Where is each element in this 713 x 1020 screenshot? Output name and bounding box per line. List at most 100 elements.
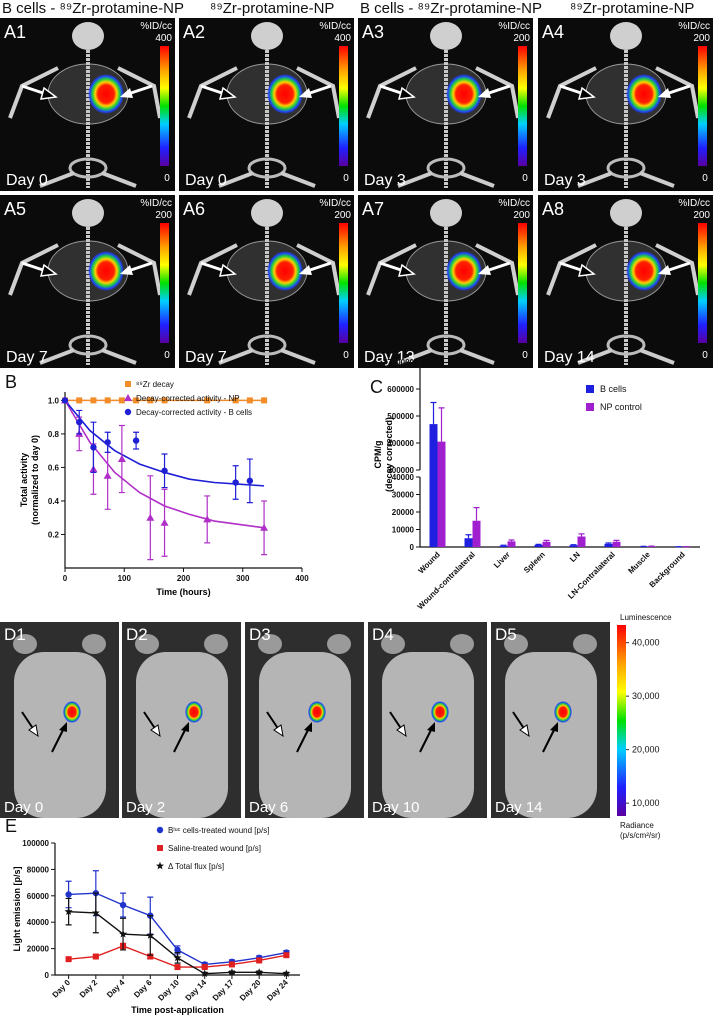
error-bar: [578, 533, 585, 537]
x-tick-label: Spleen: [522, 550, 547, 575]
y-tick-label: 400000: [387, 439, 414, 448]
colorbar-min: 0: [164, 350, 170, 361]
colorbar-unit: %ID/cc: [678, 198, 710, 209]
bar: [612, 541, 621, 547]
y-axis-title: (normalized to day 0): [30, 435, 40, 525]
colorbar-unit: %ID/cc: [140, 198, 172, 209]
marker: [125, 381, 131, 387]
marker: [92, 953, 99, 960]
marker: [119, 901, 127, 909]
bli-image: [0, 622, 119, 818]
colorbar: [518, 223, 527, 343]
panel-label: D4: [372, 625, 394, 644]
colorbar-unit: %ID/cc: [319, 21, 351, 32]
pet-image: [0, 18, 175, 191]
error-bar: [613, 539, 620, 542]
bli-image: [368, 622, 487, 818]
bar: [534, 544, 543, 547]
y-tick-label: 0.8: [48, 430, 60, 439]
marker: [104, 397, 111, 404]
bar: [499, 545, 508, 547]
panel-label: A4: [542, 22, 564, 42]
colorbar: [160, 46, 169, 166]
error-bar: [120, 934, 127, 951]
colorbar-max: 200: [513, 33, 530, 44]
legend-label: ⁸⁹Zr decay: [136, 380, 174, 389]
y-axis-title: (decay corrected): [384, 417, 394, 492]
day-label: Day 7: [185, 349, 227, 366]
marker: [103, 471, 112, 479]
column-header: ⁸⁹Zr-protamine-NP: [210, 0, 334, 17]
y-axis-title: CPM/g: [373, 441, 383, 469]
pet-image: [538, 18, 713, 191]
legend-label: B cells: [600, 384, 627, 394]
colorbar-max: 200: [693, 33, 710, 44]
panel-label: A7: [362, 199, 384, 219]
legend-label: Bˡᵘᶜ cells-treated wound [p/s]: [168, 826, 269, 835]
colorbar-unit: %ID/cc: [498, 198, 530, 209]
panel-letter: B: [5, 372, 17, 392]
bar: [569, 545, 578, 547]
colorbar: [698, 46, 707, 166]
error-bar: [473, 507, 480, 521]
marker: [255, 968, 264, 976]
y-tick-label: 20000: [27, 945, 50, 954]
y-tick-label: 600000: [387, 385, 414, 394]
colorbar-tick-label: 40,000: [632, 638, 660, 648]
colorbar-max: 200: [334, 210, 351, 221]
x-tick-label: Muscle: [626, 550, 652, 576]
pet-image: [358, 18, 533, 191]
colorbar-min: 0: [343, 350, 349, 361]
column-header: B cells - ⁸⁹Zr-protamine-NP: [360, 0, 542, 17]
day-label: Day 6: [249, 799, 288, 816]
bli-image: [122, 622, 241, 818]
error-bar: [430, 401, 437, 425]
x-tick-label: 0: [63, 574, 68, 583]
marker: [118, 397, 125, 404]
colorbar-unit-title: Radiance: [620, 821, 654, 830]
marker: [117, 455, 126, 463]
axis-line: [64, 392, 302, 569]
legend-label: NP control: [600, 402, 642, 412]
marker: [133, 397, 140, 404]
x-axis-title: Time post-application: [131, 1005, 224, 1015]
bar: [577, 536, 586, 547]
colorbar-max: 200: [155, 210, 172, 221]
error-bar: [104, 475, 111, 510]
day-label: Day 3: [364, 172, 406, 189]
marker: [61, 397, 69, 404]
y-tick-label: 300000: [387, 466, 414, 475]
x-tick-label: Day 6: [132, 978, 154, 1000]
colorbar-max: 200: [513, 210, 530, 221]
y-tick-label: 20000: [392, 508, 415, 517]
pet-image: [358, 195, 533, 368]
error-bar: [161, 522, 168, 557]
error-bar: [500, 544, 507, 546]
marker: [65, 956, 72, 963]
x-tick-label: Day 17: [211, 978, 236, 1003]
panel-label: A1: [4, 22, 26, 42]
x-tick-label: Wound: [416, 550, 442, 576]
marker: [246, 477, 254, 485]
marker: [227, 968, 236, 976]
marker: [173, 953, 182, 962]
marker: [64, 907, 73, 916]
x-tick-label: 100: [118, 574, 132, 583]
error-bar: [90, 421, 97, 448]
error-bar: [261, 527, 268, 556]
colorbar: [339, 223, 348, 343]
marker: [200, 969, 209, 978]
error-bar: [92, 870, 99, 894]
marker: [157, 845, 163, 851]
y-tick-label: 500000: [387, 412, 414, 421]
panel-label: A2: [183, 22, 205, 42]
colorbar: [160, 223, 169, 343]
bli-image: [245, 622, 364, 818]
colorbar-min: 0: [702, 350, 708, 361]
marker: [261, 397, 268, 404]
marker: [132, 437, 140, 444]
marker: [160, 518, 169, 526]
error-bar: [438, 407, 445, 442]
y-tick-label: 700000: [387, 358, 414, 367]
colorbar: [698, 223, 707, 343]
